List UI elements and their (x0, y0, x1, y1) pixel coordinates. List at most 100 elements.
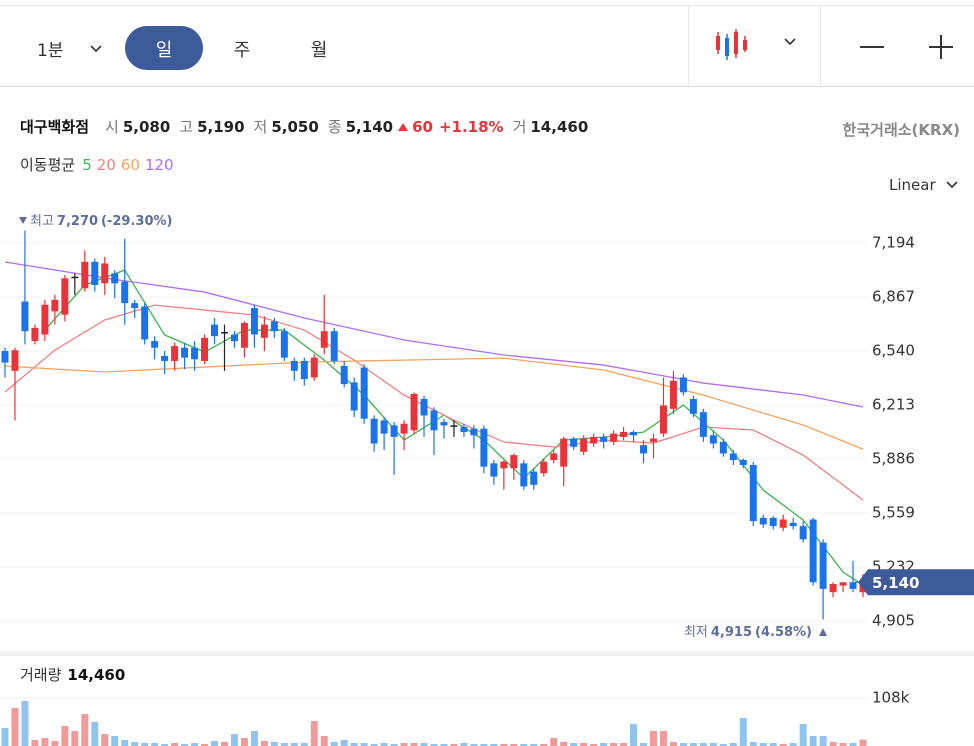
chart-type-icon[interactable] (714, 28, 754, 64)
volume-bar (520, 744, 528, 746)
volume-bar (729, 743, 737, 746)
candle-body (320, 331, 328, 348)
annotation-part: 최고 (30, 214, 54, 229)
volume-bar (61, 726, 69, 746)
candle-body (181, 347, 189, 358)
zoom-in[interactable] (927, 34, 955, 62)
volume-bar (739, 718, 747, 746)
candle-body (211, 324, 218, 337)
volume-bar (360, 743, 368, 746)
candle-body (630, 431, 638, 436)
candle-body (679, 377, 687, 393)
candle-body (350, 382, 358, 411)
volume-bar (789, 743, 797, 746)
candle-body (240, 322, 248, 348)
scale[interactable]: Linear (889, 176, 936, 194)
y-tick-label: 6,867 (872, 288, 915, 306)
tab[interactable]: 월 (310, 40, 328, 61)
volume-bar (211, 741, 218, 746)
candle-body (520, 463, 528, 487)
candle-body (570, 438, 578, 447)
field-value: 5,080 (122, 117, 171, 136)
candle-body (11, 350, 19, 371)
volume-bar (161, 744, 169, 746)
candle-body (81, 261, 89, 289)
exchange: 한국거래소(KRX) (842, 121, 960, 139)
volume-bar (11, 708, 19, 746)
candle-body (759, 517, 767, 525)
candle-body (669, 380, 677, 409)
volume-bar (849, 743, 857, 746)
volume-bar (560, 742, 568, 746)
scale-select[interactable]: Linear (889, 176, 959, 194)
volume-bar (410, 743, 418, 746)
candle-body (729, 453, 737, 461)
zoom-out[interactable] (858, 34, 886, 62)
y-tick-label: 6,540 (872, 342, 915, 360)
volume-bar (510, 744, 518, 746)
tab[interactable]: 일 (155, 40, 173, 61)
field-value: 5,050 (271, 117, 319, 136)
candle-body (580, 438, 588, 452)
candle-body (769, 517, 777, 527)
volume-bar (81, 714, 89, 746)
volume-bar (260, 741, 268, 746)
field-label: 거 (512, 118, 527, 136)
annotation-part: (-29.30%) (101, 214, 172, 229)
annotation-part: 최저 (684, 625, 708, 640)
candle-body (400, 423, 408, 434)
candle-body (1, 351, 9, 363)
ma-line (4, 304, 864, 501)
volume-bar (590, 744, 598, 746)
chevron[interactable] (783, 37, 797, 47)
change-pct: +1.18% (438, 117, 504, 136)
volume-bar (650, 731, 657, 746)
volume-header: 거래량 14,460 (20, 664, 125, 685)
candle-body (460, 427, 468, 432)
volume-bar (310, 721, 318, 746)
volume-bar (500, 744, 508, 746)
candle-body (340, 365, 348, 385)
tab[interactable]: 주 (233, 40, 251, 61)
volume-bar (270, 742, 278, 746)
candle-body (151, 341, 159, 348)
volume-bar (689, 743, 697, 746)
last-price-label: 5,140 (872, 574, 919, 592)
candle-body (310, 357, 318, 378)
field-value: 5,190 (197, 117, 245, 136)
candle-body (101, 263, 109, 284)
volume-bar (280, 743, 288, 746)
field-value: 14,460 (530, 117, 589, 136)
candle-body (560, 438, 568, 467)
candle-body (749, 465, 757, 522)
candle-body (71, 276, 79, 279)
volume-bar (769, 743, 777, 746)
candle-body (829, 583, 837, 593)
candle-body (510, 455, 518, 469)
field-label: 저 (253, 118, 268, 136)
volume-bar (1, 728, 9, 746)
candle-body (201, 337, 209, 361)
candle-body (689, 398, 697, 414)
candle-body (280, 331, 288, 358)
candle-body (131, 303, 139, 309)
candle-body (590, 436, 598, 444)
interval[interactable]: 1분 (37, 41, 64, 61)
volume-bar (450, 744, 458, 746)
candle-body (650, 438, 657, 442)
interval-select[interactable]: 1분 (37, 36, 103, 61)
candle-body (161, 355, 169, 361)
volume-bar (610, 743, 618, 746)
volume-bar (470, 744, 478, 746)
candle-body (659, 405, 667, 434)
volume-value: 14,460 (67, 665, 126, 684)
candle-body (440, 422, 448, 426)
field-label: 시 (105, 118, 119, 136)
volume-bar (530, 744, 538, 746)
candle-body (709, 435, 717, 444)
y-tick-label: 4,905 (872, 612, 915, 630)
volume-bar (300, 743, 308, 746)
candle-body (739, 460, 747, 466)
volume-bar (250, 731, 258, 746)
ma-line (4, 261, 864, 408)
